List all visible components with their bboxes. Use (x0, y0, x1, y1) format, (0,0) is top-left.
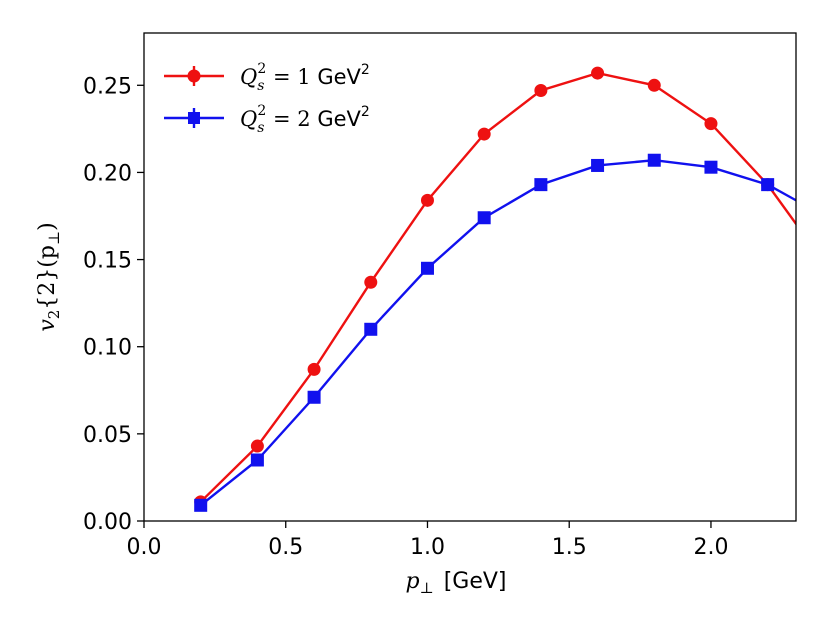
y-tick-label: 0.10 (83, 336, 132, 361)
y-tick-label: 0.15 (83, 249, 132, 274)
y-tick-label: 0.25 (83, 74, 132, 99)
x-tick-label: 1.5 (552, 535, 587, 560)
series-1-point (477, 127, 491, 141)
series-1-point (591, 66, 605, 80)
legend-entry-series-1: Qs2 = 1 GeV2 (164, 61, 370, 94)
series-1-point (364, 275, 378, 289)
legend-entry-series-2: Qs2 = 2 GeV2 (164, 103, 370, 136)
x-axis-ticks: 0.0 0.5 1.0 1.5 2.0 (127, 521, 728, 560)
legend-label-series-1: Qs2 = 1 GeV2 (240, 61, 370, 94)
y-axis-ticks: 0.00 0.05 0.10 0.15 0.20 0.25 (83, 74, 144, 535)
legend-marker-series-1 (187, 69, 201, 83)
series-2-line (199, 159, 796, 507)
series-2-point (477, 211, 491, 225)
series-1-point (250, 439, 264, 453)
series-1-point (420, 193, 434, 207)
series-2-point (307, 390, 321, 404)
x-axis-label: p⊥ [GeV] (405, 569, 506, 597)
x-tick-label: 0.5 (268, 535, 303, 560)
series-1-point (818, 257, 830, 270)
legend-label-series-2: Qs2 = 2 GeV2 (240, 103, 370, 136)
series-2-point (591, 158, 605, 172)
series-2-point (194, 498, 208, 512)
series-1-line (199, 71, 796, 503)
y-tick-label: 0.00 (83, 510, 132, 535)
y-axis-label: v2{2}(p⊥) (35, 222, 63, 331)
x-tick-label: 2.0 (693, 535, 728, 560)
series-1-point (534, 84, 548, 98)
x-tick-label: 1.0 (410, 535, 445, 560)
legend-marker-series-2 (188, 112, 200, 124)
series-2-point (761, 178, 775, 192)
plot-area (144, 33, 796, 521)
series-2-point (818, 210, 830, 223)
legend: Qs2 = 1 GeV2 Qs2 = 2 GeV2 (164, 61, 370, 136)
series-2-point (420, 261, 434, 275)
series-1-point (647, 78, 661, 92)
series-1-point (704, 117, 718, 131)
series-2-point (534, 178, 548, 192)
x-tick-label: 0.0 (127, 535, 162, 560)
series-layer (194, 66, 830, 512)
series-2-point (704, 160, 718, 174)
plot-frame (143, 32, 797, 522)
series-1-point (307, 362, 321, 376)
y-tick-label: 0.20 (83, 161, 132, 186)
y-tick-label: 0.05 (83, 423, 132, 448)
series-2-point (250, 453, 264, 467)
series-2-point (364, 322, 378, 336)
series-2-point (647, 153, 661, 167)
